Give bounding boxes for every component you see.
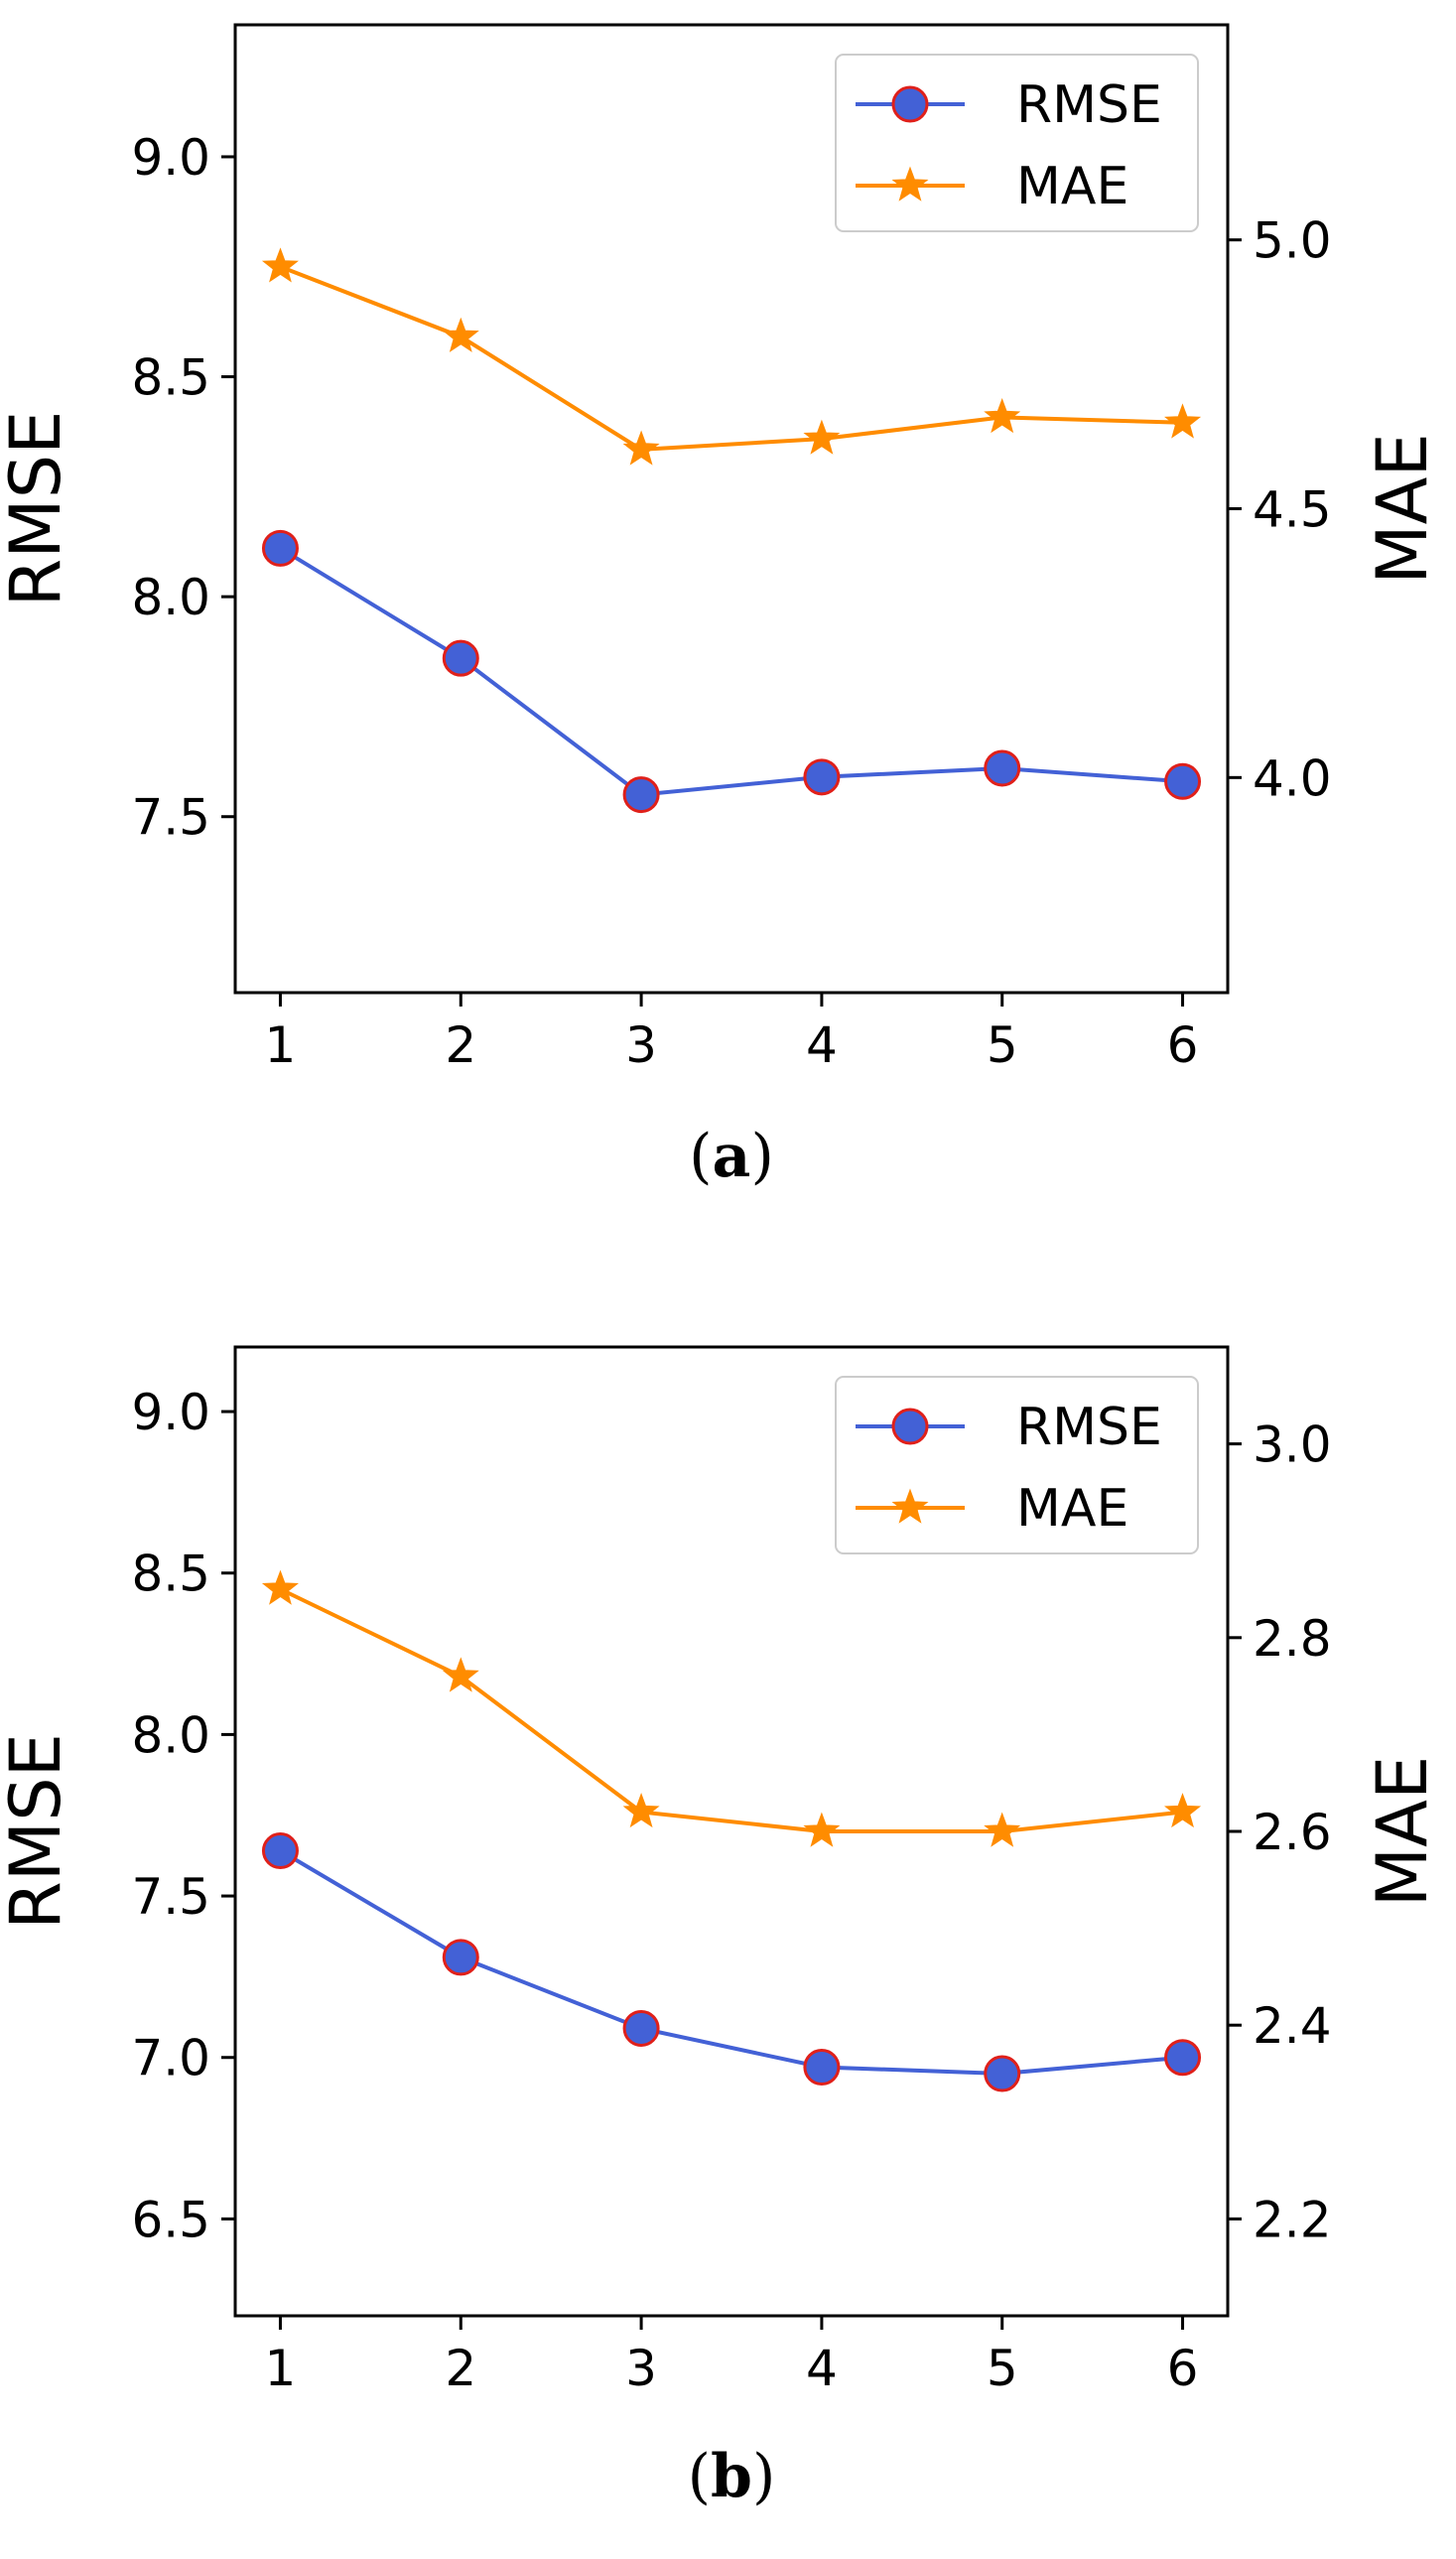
y-left-tick-label: 6.5 xyxy=(131,2191,210,2248)
x-tick-label: 4 xyxy=(806,1016,838,1074)
data-point-mae xyxy=(1164,403,1202,439)
data-point-rmse xyxy=(261,1832,299,1870)
y-left-tick-label: 8.0 xyxy=(131,569,210,626)
y-left-axis-title: RMSE xyxy=(0,1733,76,1930)
data-point-rmse xyxy=(803,758,841,796)
data-point-mae xyxy=(442,1657,479,1692)
panel-caption: (b) xyxy=(688,2442,776,2511)
x-tick-label: 3 xyxy=(625,1016,657,1074)
x-tick-label: 1 xyxy=(265,1016,297,1074)
data-point-mae xyxy=(803,419,841,455)
x-tick-label: 2 xyxy=(445,2340,476,2397)
data-point-rmse xyxy=(622,2009,660,2047)
y-right-tick-label: 2.8 xyxy=(1253,1610,1332,1668)
data-point-rmse xyxy=(984,2055,1021,2092)
data-point-mae xyxy=(1164,1793,1202,1828)
legend-label-rmse: RMSE xyxy=(1016,1398,1162,1457)
y-left-tick-label: 8.5 xyxy=(131,349,210,407)
y-right-tick-label: 2.2 xyxy=(1253,2191,1332,2248)
data-point-mae xyxy=(984,1812,1021,1847)
y-right-tick-label: 3.0 xyxy=(1253,1416,1332,1474)
x-tick-label: 2 xyxy=(445,1016,476,1074)
data-point-rmse xyxy=(984,749,1021,787)
data-point-rmse xyxy=(442,639,479,677)
data-point-rmse xyxy=(1164,2039,1202,2077)
chart-panel-b: 1 2 3 4 5 6 6.5 7.0 7.5 8.0 8.5 9.0 2.2 2.4 2.6 2.8 3.0 R… xyxy=(0,1345,1443,2511)
x-tick-label: 6 xyxy=(1167,2340,1199,2397)
series-line-mae xyxy=(279,264,1183,452)
y-right-axis-title: MAE xyxy=(1362,1756,1443,1908)
y-left-tick-label: 7.5 xyxy=(131,1868,210,1926)
data-point-mae xyxy=(622,430,660,466)
data-point-mae xyxy=(803,1812,841,1847)
y-right-axis-title: MAE xyxy=(1362,433,1443,585)
y-left-tick-label: 9.0 xyxy=(131,1384,210,1441)
y-right-tick-label: 4.0 xyxy=(1253,749,1332,807)
series-line-rmse xyxy=(279,1848,1183,2077)
series-line-mae xyxy=(279,1587,1183,1833)
y-right-tick-label: 4.5 xyxy=(1253,481,1332,539)
panel-caption: (a) xyxy=(689,1122,774,1191)
x-tick-label: 3 xyxy=(625,2340,657,2397)
chart-panel-a: 1 2 3 4 5 6 7.5 8.0 8.5 9.0 4.0 4.5 5.0 RMSE MAE RMSE MA… xyxy=(0,23,1443,1191)
legend-label-rmse: RMSE xyxy=(1016,75,1162,135)
data-point-rmse xyxy=(622,776,660,814)
y-left-tick-label: 8.0 xyxy=(131,1706,210,1764)
y-right-tick-label: 2.4 xyxy=(1253,1997,1332,2055)
legend-label-mae: MAE xyxy=(1016,1479,1128,1539)
y-left-tick-label: 7.5 xyxy=(131,789,210,847)
data-point-rmse xyxy=(442,1939,479,1976)
y-left-tick-label: 7.0 xyxy=(131,2030,210,2088)
legend-marker-rmse xyxy=(891,85,929,123)
x-tick-label: 5 xyxy=(987,2340,1018,2397)
y-right-tick-label: 5.0 xyxy=(1253,212,1332,270)
y-left-tick-label: 8.5 xyxy=(131,1546,210,1603)
y-left-axis-title: RMSE xyxy=(0,411,76,607)
legend-label-mae: MAE xyxy=(1016,157,1128,216)
x-tick-label: 1 xyxy=(265,2340,297,2397)
legend-marker-mae xyxy=(891,1488,929,1524)
x-tick-label: 5 xyxy=(987,1016,1018,1074)
series-line-rmse xyxy=(279,546,1183,797)
legend-marker-rmse xyxy=(891,1408,929,1445)
data-point-rmse xyxy=(261,529,299,567)
legend-marker-mae xyxy=(891,166,929,202)
data-point-mae xyxy=(622,1793,660,1828)
x-tick-label: 4 xyxy=(806,2340,838,2397)
y-left-tick-label: 9.0 xyxy=(131,129,210,187)
data-point-mae xyxy=(984,397,1021,434)
x-tick-label: 6 xyxy=(1167,1016,1199,1074)
data-point-rmse xyxy=(803,2048,841,2086)
y-right-tick-label: 2.6 xyxy=(1253,1804,1332,1861)
data-point-mae xyxy=(261,1569,299,1605)
data-point-mae xyxy=(261,247,299,283)
data-point-rmse xyxy=(1164,762,1202,800)
data-point-mae xyxy=(442,317,479,352)
